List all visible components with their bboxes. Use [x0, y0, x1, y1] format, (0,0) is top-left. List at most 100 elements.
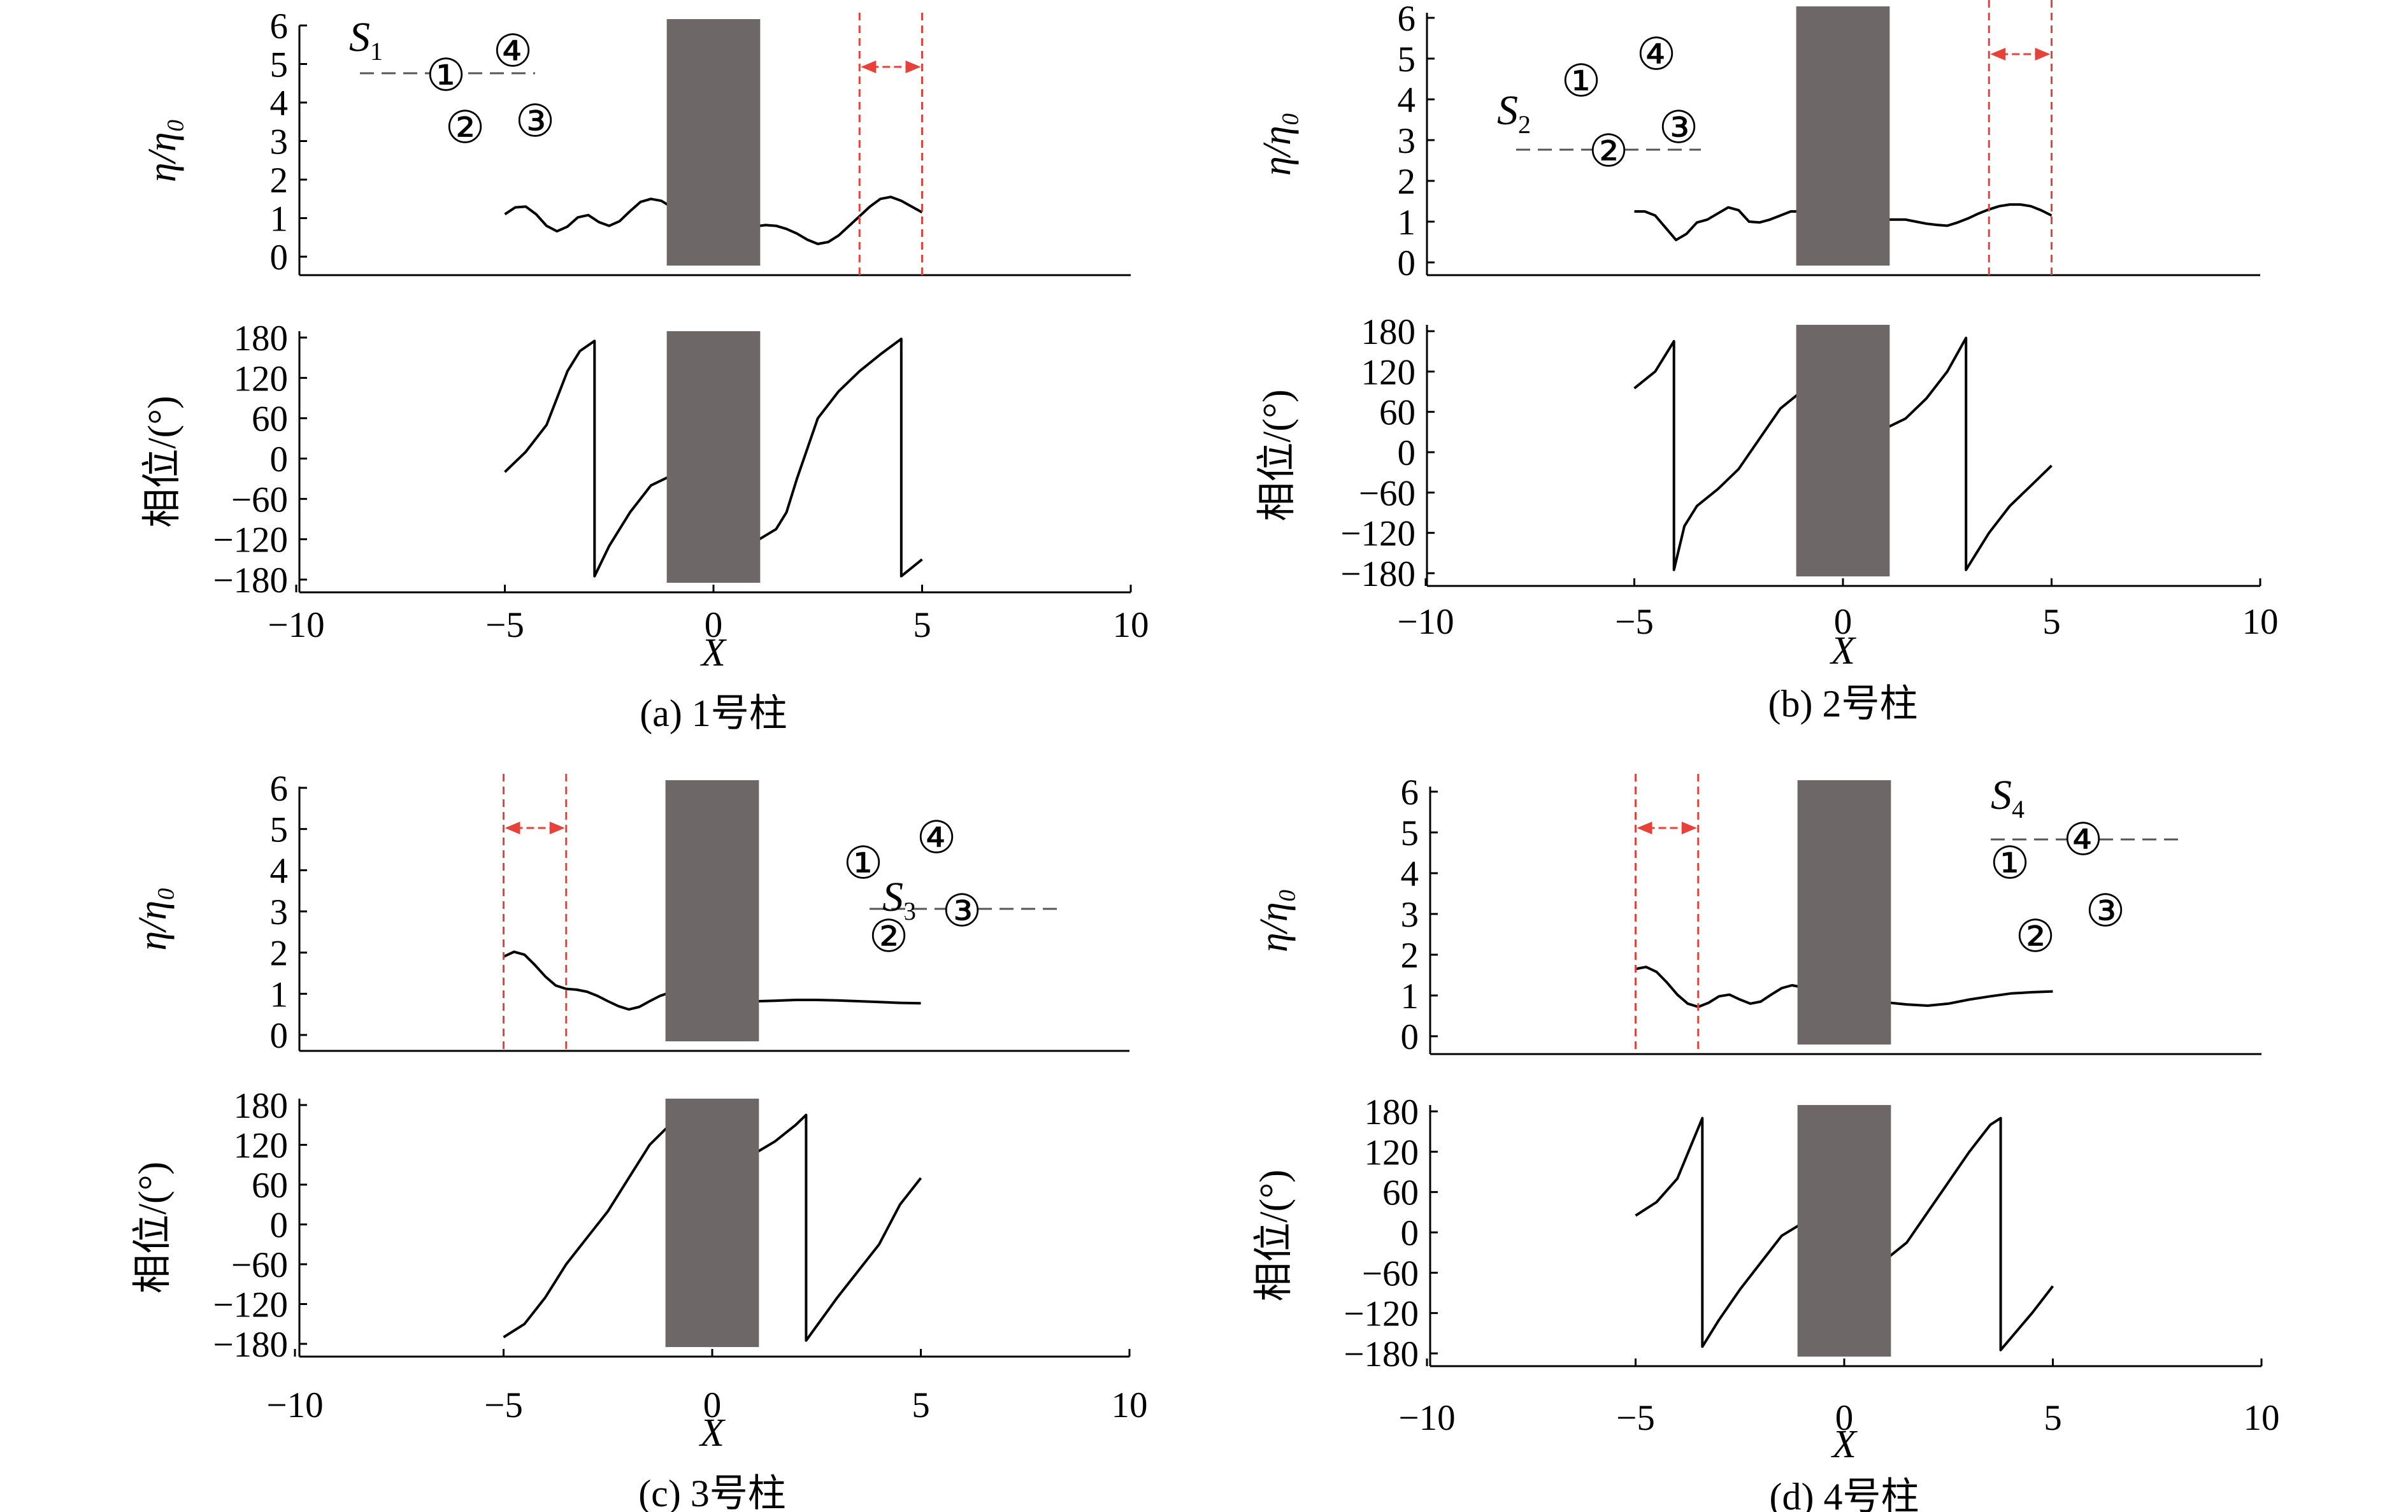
cylinder-block-phase: [1796, 325, 1890, 576]
x-tick-label: 5: [913, 605, 931, 645]
point-label: ④: [2063, 813, 2103, 866]
x-tick-label: 0: [703, 1385, 722, 1425]
amplitude-y-tick-label: 3: [270, 122, 289, 162]
amplitude-y-tick-label: 3: [1401, 895, 1419, 935]
amplitude-curve: [503, 950, 921, 1011]
amplitude-y-tick-label: 5: [1398, 39, 1416, 80]
phase-y-tick-label: −60: [231, 1245, 288, 1285]
sensor-label: S2: [1497, 87, 1531, 139]
phase-y-tick-label: 60: [1379, 393, 1415, 433]
phase-y-tick-label: −120: [1340, 514, 1415, 554]
x-tick-label: 10: [2242, 602, 2279, 642]
panel-c: 0123456η/η₀−180−120−60060120180相位/(°)−10…: [131, 769, 1148, 1512]
x-tick-label: 5: [912, 1385, 930, 1425]
panel-a: 0123456η/η₀−180−120−60060120180相位/(°)−10…: [141, 6, 1149, 734]
amplitude-y-tick-label: 6: [270, 6, 289, 46]
amplitude-curve: [1635, 966, 2053, 1008]
phase-y-label: 相位/(°): [131, 1162, 175, 1294]
phase-y-tick-label: −180: [213, 560, 288, 601]
phase-y-tick-label: 0: [270, 439, 289, 480]
amplitude-y-tick-label: 5: [270, 45, 289, 85]
amplitude-y-tick-label: 1: [270, 974, 289, 1015]
amplitude-y-tick-label: 0: [1398, 243, 1416, 283]
phase-y-tick-label: −120: [213, 1285, 288, 1325]
x-tick-label: −10: [1397, 602, 1454, 642]
point-mask: [1565, 62, 1598, 97]
panel-b: 0123456η/η₀−180−120−60060120180相位/(°)−10…: [1256, 0, 2279, 725]
x-tick-label: 10: [2244, 1398, 2280, 1438]
amplitude-y-tick-label: 6: [270, 769, 289, 809]
phase-y-tick-label: 120: [1365, 1132, 1419, 1173]
phase-y-tick-label: −120: [213, 520, 288, 560]
phase-y-tick-label: 180: [1361, 312, 1416, 352]
amplitude-y-label: η/η₀: [1256, 112, 1299, 176]
amplitude-y-tick-label: 4: [1401, 854, 1419, 894]
point-mask: [2067, 820, 2100, 856]
x-tick-label: −5: [1615, 602, 1654, 642]
x-tick-label: −5: [485, 605, 524, 645]
panel-caption: (a) 1号柱: [640, 692, 787, 734]
cylinder-block-amplitude: [1796, 6, 1890, 266]
phase-y-tick-label: −180: [213, 1325, 288, 1365]
point-label: ③: [1659, 101, 1699, 153]
marker-arrowhead-left: [505, 822, 520, 834]
x-tick-label: 0: [1835, 1398, 1854, 1438]
amplitude-y-tick-label: 5: [270, 810, 289, 850]
point-label: ④: [493, 25, 533, 77]
phase-y-tick-label: −180: [1340, 554, 1415, 594]
amplitude-y-tick-label: 0: [1401, 1017, 1419, 1057]
point-mask: [2089, 892, 2122, 927]
amplitude-y-tick-label: 1: [1401, 976, 1419, 1016]
amplitude-y-tick-label: 3: [1398, 121, 1416, 161]
amplitude-y-tick-label: 0: [270, 238, 289, 278]
phase-y-tick-label: 120: [234, 1126, 289, 1166]
point-label: ③: [515, 95, 555, 147]
phase-y-tick-label: −180: [1344, 1334, 1419, 1374]
point-label: ③: [2086, 885, 2126, 937]
phase-y-tick-label: 180: [234, 318, 289, 359]
marker-arrowhead-left: [861, 61, 877, 73]
amplitude-y-tick-label: 2: [1398, 162, 1416, 202]
x-tick-label: 5: [2042, 602, 2061, 642]
phase-y-tick-label: 120: [1361, 352, 1416, 392]
phase-y-tick-label: 60: [252, 399, 288, 439]
amplitude-y-label-text: η/η₀: [1252, 888, 1296, 952]
phase-y-tick-label: 180: [1365, 1092, 1419, 1132]
marker-arrowhead-right: [905, 61, 921, 73]
amplitude-y-tick-label: 4: [1398, 80, 1416, 120]
point-mask: [945, 892, 978, 927]
phase-y-tick-label: −120: [1344, 1294, 1419, 1334]
x-axis-label: X: [1830, 1423, 1858, 1466]
amplitude-y-tick-label: 2: [270, 160, 289, 201]
x-tick-label: −5: [1616, 1398, 1655, 1438]
panel-caption: (b) 2号柱: [1768, 683, 1918, 725]
amplitude-y-tick-label: 1: [270, 199, 289, 239]
x-tick-label: −10: [266, 1385, 323, 1425]
sensor-index: 3: [903, 897, 916, 925]
panel-caption: (d) 4号柱: [1770, 1476, 1919, 1512]
marker-arrowhead-right: [1681, 822, 1697, 834]
phase-y-tick-label: 0: [1401, 1213, 1419, 1253]
phase-y-tick-label: −60: [231, 480, 288, 520]
x-tick-label: −5: [484, 1385, 523, 1425]
amplitude-y-label-text: η/η₀: [131, 887, 175, 950]
cylinder-block-phase: [1797, 1105, 1891, 1357]
marker-arrowhead-right: [549, 822, 565, 834]
x-tick-label: 0: [1834, 602, 1853, 642]
point-mask: [1993, 844, 2026, 880]
phase-y-tick-label: −60: [1362, 1253, 1419, 1294]
point-label: ①: [1561, 55, 1602, 107]
amplitude-y-tick-label: 4: [270, 83, 289, 124]
phase-y-label: 相位/(°): [1252, 1169, 1296, 1301]
phase-y-tick-label: 0: [1398, 433, 1416, 473]
x-tick-label: −10: [1398, 1398, 1455, 1438]
amplitude-y-tick-label: 6: [1398, 0, 1416, 39]
x-axis-label: X: [699, 631, 727, 674]
marker-arrowhead-left: [1637, 822, 1652, 834]
x-tick-label: 10: [1113, 605, 1149, 645]
point-mask: [1592, 132, 1625, 168]
point-label: ①: [843, 837, 884, 889]
point-mask: [448, 108, 482, 144]
point-label: ④: [917, 811, 957, 864]
